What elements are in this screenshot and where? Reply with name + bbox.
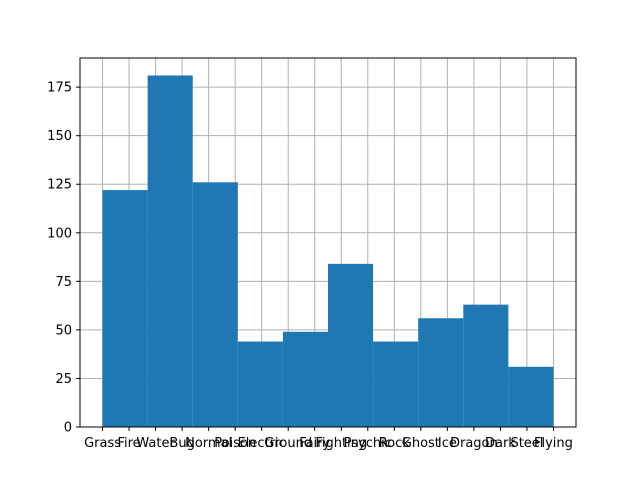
x-tick-label: Rock <box>379 436 411 451</box>
histogram-bar <box>418 318 464 427</box>
x-tick-label: Water <box>136 436 175 451</box>
x-tick-label: Flying <box>534 436 573 451</box>
y-tick-label: 150 <box>47 129 72 144</box>
histogram-bar <box>463 304 509 427</box>
x-tick-label: Fire <box>117 436 140 451</box>
histogram-bar <box>328 263 374 427</box>
y-tick-label: 100 <box>47 226 72 241</box>
axes-layer <box>79 57 577 428</box>
y-tick-label: 50 <box>55 323 72 338</box>
plot-frame <box>79 57 577 428</box>
x-tick-label: Ice <box>438 436 457 451</box>
histogram-bar <box>102 190 148 427</box>
histogram-bar <box>147 75 193 428</box>
x-tick-label: Dragon <box>450 436 498 451</box>
bars-layer <box>102 75 554 428</box>
x-tick-label: Fairy <box>299 436 330 451</box>
x-tick-label: Steel <box>510 436 543 451</box>
histogram-bar <box>373 341 419 427</box>
y-tick-label: 175 <box>47 81 72 96</box>
histogram-bar <box>508 366 554 427</box>
x-tick-label: Psychic <box>344 436 392 451</box>
x-tick-label: Bug <box>169 436 194 451</box>
ticks-layer: 0 25 50 75 100 125 150 175 GrassFireWaterBugNorm… <box>47 81 573 451</box>
x-tick-label: Electric <box>238 436 286 451</box>
histogram-bar <box>192 182 238 427</box>
x-tick-label: Grass <box>84 436 121 451</box>
histogram-bar <box>282 331 328 427</box>
y-tick-label: 0 <box>64 421 72 436</box>
y-tick-label: 25 <box>55 372 72 387</box>
x-tick-label: Fighting <box>315 436 367 451</box>
x-tick-label: Normal <box>185 436 232 451</box>
x-tick-label: Dark <box>485 436 516 451</box>
histogram-bar <box>237 341 283 427</box>
x-tick-label: Ground <box>264 436 312 451</box>
y-tick-label: 75 <box>55 275 72 290</box>
x-tick-label: Poison <box>214 436 256 451</box>
x-tick-label: Ghost <box>402 436 440 451</box>
y-tick-label: 125 <box>47 178 72 193</box>
